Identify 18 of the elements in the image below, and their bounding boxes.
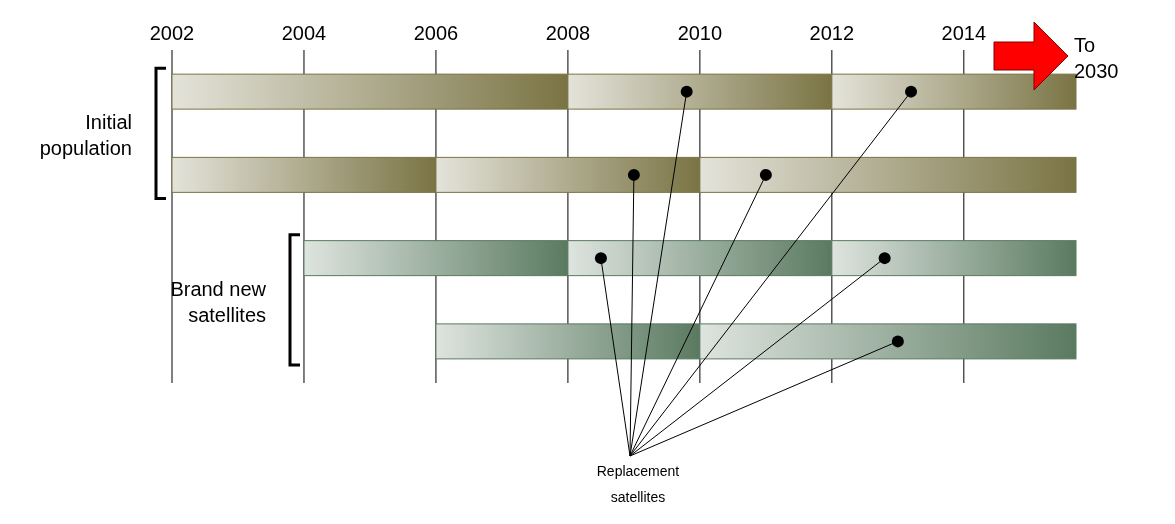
x-tick-label: 2014 — [941, 22, 987, 44]
x-tick-label: 2012 — [809, 22, 855, 44]
point — [680, 85, 693, 98]
x-tick-label: 2006 — [413, 22, 459, 44]
annotation: Brand new satellites — [170, 277, 267, 326]
text: Initial population — [39, 111, 132, 160]
text: Replacement satellites — [596, 463, 680, 505]
x-tick-label: 2010 — [677, 22, 723, 44]
point — [878, 252, 891, 265]
point — [627, 168, 640, 181]
x-tick-label: 2002 — [149, 22, 195, 44]
x-tick-label: 2008 — [545, 22, 591, 44]
point — [891, 335, 904, 348]
point — [759, 168, 772, 181]
point — [594, 252, 607, 265]
x-tick-label: 2004 — [281, 22, 327, 44]
point — [905, 85, 918, 98]
annotation: To 2030 — [1074, 34, 1119, 82]
